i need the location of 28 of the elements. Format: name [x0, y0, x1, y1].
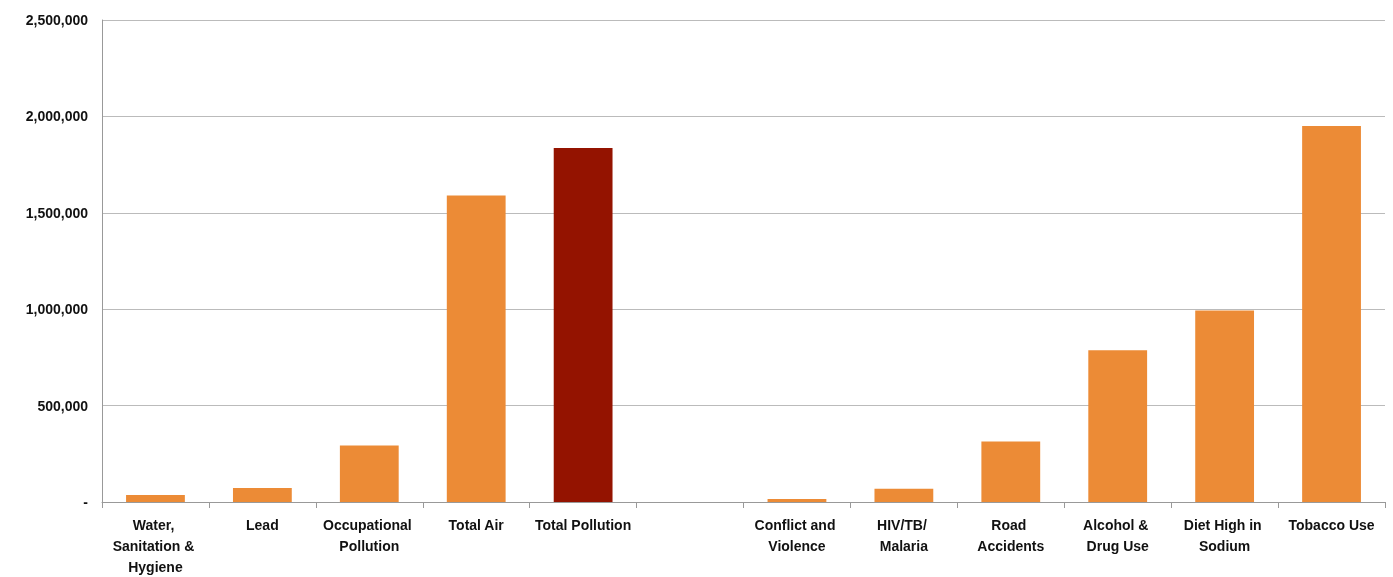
y-tick-label: 1,500,000	[25, 204, 89, 221]
x-tick-label: Conflict and Violence	[754, 516, 840, 554]
x-tick-label: Total Air	[448, 516, 505, 533]
y-tick-label: 1,000,000	[25, 301, 89, 318]
bar	[232, 488, 292, 502]
x-tick-label: Road Accidents	[977, 516, 1045, 554]
x-tick-label: Lead	[246, 516, 279, 533]
bar	[1088, 350, 1148, 502]
bar	[767, 499, 827, 502]
bar	[1302, 126, 1361, 502]
x-tick-label: Diet High in Sodium	[1183, 516, 1266, 554]
y-tick-label: -	[83, 494, 89, 510]
y-tick-label: 2,000,000	[25, 108, 89, 125]
x-tick-label: Total Pollution	[535, 516, 632, 533]
x-tick-label: Tobacco Use	[1288, 516, 1375, 533]
y-tick-label: 500,000	[37, 397, 89, 414]
bar	[981, 441, 1041, 502]
bar	[126, 495, 185, 502]
y-tick-label: 2,500,000	[25, 12, 89, 28]
bar	[553, 148, 613, 502]
x-tick-label: HIV/TB/ Malaria	[877, 516, 931, 554]
bar	[874, 488, 934, 502]
bar	[446, 195, 506, 502]
x-tick-label: Alcohol & Drug Use	[1083, 516, 1153, 554]
x-tick-label: Occupational Pollution	[323, 516, 416, 554]
bar	[1195, 310, 1255, 502]
x-tick-label: Water, Sanitation & Hygiene	[112, 516, 199, 575]
bar	[339, 445, 399, 502]
